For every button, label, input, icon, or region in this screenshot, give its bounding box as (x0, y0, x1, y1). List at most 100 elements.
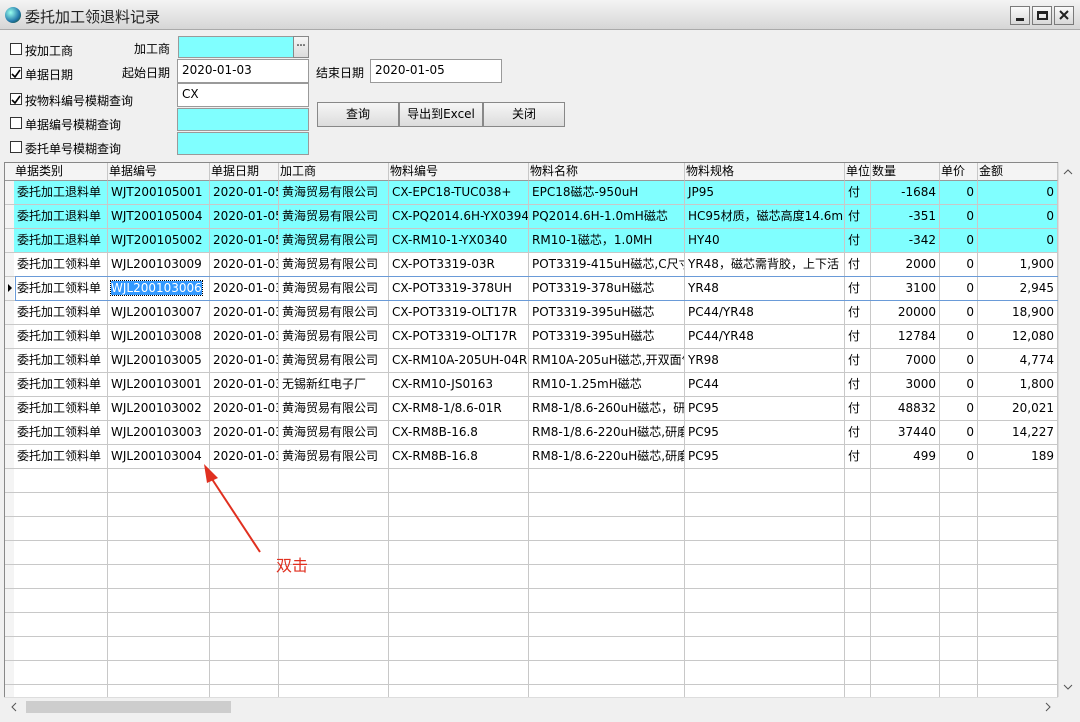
maximize-button[interactable] (1032, 6, 1052, 25)
table-cell[interactable]: WJT200105002 (108, 229, 210, 253)
table-cell[interactable]: WJL200103002 (108, 397, 210, 421)
scroll-up[interactable] (1059, 162, 1076, 182)
table-cell[interactable]: 付 (845, 253, 871, 277)
column-header[interactable]: 单位 (845, 163, 871, 181)
table-cell[interactable]: YR98 (685, 349, 845, 373)
table-cell[interactable]: WJT200105001 (108, 181, 210, 205)
table-cell[interactable]: 2,945 (978, 277, 1058, 301)
scroll-right[interactable] (1038, 698, 1058, 716)
table-cell[interactable]: WJL200103009 (108, 253, 210, 277)
table-cell[interactable]: 2020-01-03 (210, 253, 279, 277)
table-cell[interactable]: 委托加工领料单 (14, 349, 108, 373)
table-cell[interactable]: 黄海贸易有限公司 (279, 229, 389, 253)
table-cell[interactable]: RM10-1.25mH磁芯 (529, 373, 685, 397)
table-cell[interactable]: WJL200103001 (108, 373, 210, 397)
table-cell[interactable]: 委托加工退料单 (14, 205, 108, 229)
table-cell[interactable]: WJL200103006 (108, 277, 210, 301)
table-cell[interactable]: 付 (845, 205, 871, 229)
table-cell[interactable]: 0 (940, 301, 978, 325)
table-cell[interactable]: 3100 (871, 277, 940, 301)
table-cell[interactable]: 黄海贸易有限公司 (279, 325, 389, 349)
order-no-input[interactable] (177, 132, 309, 155)
table-cell[interactable]: 黄海贸易有限公司 (279, 253, 389, 277)
scroll-thumb[interactable] (26, 701, 231, 713)
checkbox[interactable] (10, 67, 22, 79)
table-cell[interactable]: 0 (940, 421, 978, 445)
minimize-button[interactable] (1010, 6, 1030, 25)
table-cell[interactable]: PC95 (685, 445, 845, 469)
button[interactable]: 关闭 (483, 102, 565, 127)
table-cell[interactable]: POT3319-395uH磁芯 (529, 325, 685, 349)
table-cell[interactable]: 付 (845, 445, 871, 469)
table-cell[interactable]: 委托加工领料单 (14, 421, 108, 445)
column-header[interactable]: 单据日期 (210, 163, 279, 181)
table-cell[interactable]: 0 (940, 229, 978, 253)
table-cell[interactable]: CX-PQ2014.6H-YX0394 (389, 205, 529, 229)
table-cell[interactable]: 2020-01-05 (210, 181, 279, 205)
table-cell[interactable]: 0 (940, 349, 978, 373)
table-cell[interactable]: 1,800 (978, 373, 1058, 397)
table-cell[interactable]: 付 (845, 373, 871, 397)
table-cell[interactable]: RM8-1/8.6-220uH磁芯,研磨 (529, 421, 685, 445)
close-button[interactable] (1054, 6, 1074, 25)
table-cell[interactable]: POT3319-378uH磁芯 (529, 277, 685, 301)
table-cell[interactable]: 黄海贸易有限公司 (279, 301, 389, 325)
vertical-scrollbar[interactable] (1058, 162, 1076, 697)
table-cell[interactable]: RM8-1/8.6-260uH磁芯，研磨 (529, 397, 685, 421)
table-cell[interactable]: 12,080 (978, 325, 1058, 349)
table-cell[interactable]: 黄海贸易有限公司 (279, 181, 389, 205)
doc-no-input[interactable] (177, 108, 309, 131)
table-cell[interactable]: 付 (845, 181, 871, 205)
table-cell[interactable]: PQ2014.6H-1.0mH磁芯 (529, 205, 685, 229)
table-cell[interactable]: 2020-01-05 (210, 205, 279, 229)
column-header[interactable]: 单据编号 (108, 163, 210, 181)
table-cell[interactable]: 0 (940, 325, 978, 349)
table-cell[interactable]: EPC18磁芯-950uH (529, 181, 685, 205)
table-cell[interactable]: 无锡新红电子厂 (279, 373, 389, 397)
table-cell[interactable]: 黄海贸易有限公司 (279, 421, 389, 445)
table-cell[interactable]: 付 (845, 325, 871, 349)
table-cell[interactable]: YR48，磁芯需背胶，上下活 (685, 253, 845, 277)
checkbox[interactable] (10, 141, 22, 153)
table-cell[interactable]: 2020-01-03 (210, 349, 279, 373)
table-cell[interactable]: WJL200103005 (108, 349, 210, 373)
table-cell[interactable]: 委托加工领料单 (14, 277, 108, 301)
table-cell[interactable]: CX-RM8-1/8.6-01R (389, 397, 529, 421)
table-cell[interactable]: 37440 (871, 421, 940, 445)
table-cell[interactable]: -351 (871, 205, 940, 229)
column-header[interactable]: 单价 (940, 163, 978, 181)
table-cell[interactable]: JP95 (685, 181, 845, 205)
table-cell[interactable]: 委托加工领料单 (14, 301, 108, 325)
checkbox[interactable] (10, 43, 22, 55)
table-cell[interactable]: 2020-01-03 (210, 277, 279, 301)
table-cell[interactable]: 委托加工领料单 (14, 325, 108, 349)
table-cell[interactable]: 黄海贸易有限公司 (279, 397, 389, 421)
table-cell[interactable]: PC44 (685, 373, 845, 397)
table-cell[interactable]: 0 (978, 205, 1058, 229)
table-cell[interactable]: 0 (940, 397, 978, 421)
table-cell[interactable]: CX-RM10-1-YX0340 (389, 229, 529, 253)
table-cell[interactable]: 2020-01-03 (210, 445, 279, 469)
table-cell[interactable]: HC95材质，磁芯高度14.6mr (685, 205, 845, 229)
table-cell[interactable]: 0 (940, 253, 978, 277)
table-cell[interactable]: CX-EPC18-TUC038+ (389, 181, 529, 205)
table-cell[interactable]: CX-POT3319-OLT17R (389, 325, 529, 349)
checkbox[interactable] (10, 117, 22, 129)
table-cell[interactable]: 2020-01-03 (210, 325, 279, 349)
table-cell[interactable]: 12784 (871, 325, 940, 349)
supplier-browse[interactable] (293, 36, 309, 58)
table-cell[interactable]: 付 (845, 421, 871, 445)
table-cell[interactable]: 付 (845, 397, 871, 421)
table-cell[interactable]: RM10A-205uH磁芯,开双面气 (529, 349, 685, 373)
table-cell[interactable]: WJT200105004 (108, 205, 210, 229)
table-cell[interactable]: 4,774 (978, 349, 1058, 373)
material-input[interactable]: CX (177, 83, 309, 107)
column-header[interactable]: 物料名称 (529, 163, 685, 181)
table-cell[interactable]: 20,021 (978, 397, 1058, 421)
table-cell[interactable]: 0 (940, 445, 978, 469)
table-cell[interactable]: 付 (845, 277, 871, 301)
table-cell[interactable]: 1,900 (978, 253, 1058, 277)
table-cell[interactable]: RM8-1/8.6-220uH磁芯,研磨 (529, 445, 685, 469)
table-cell[interactable]: RM10-1磁芯，1.0MH (529, 229, 685, 253)
table-cell[interactable]: 黄海贸易有限公司 (279, 277, 389, 301)
